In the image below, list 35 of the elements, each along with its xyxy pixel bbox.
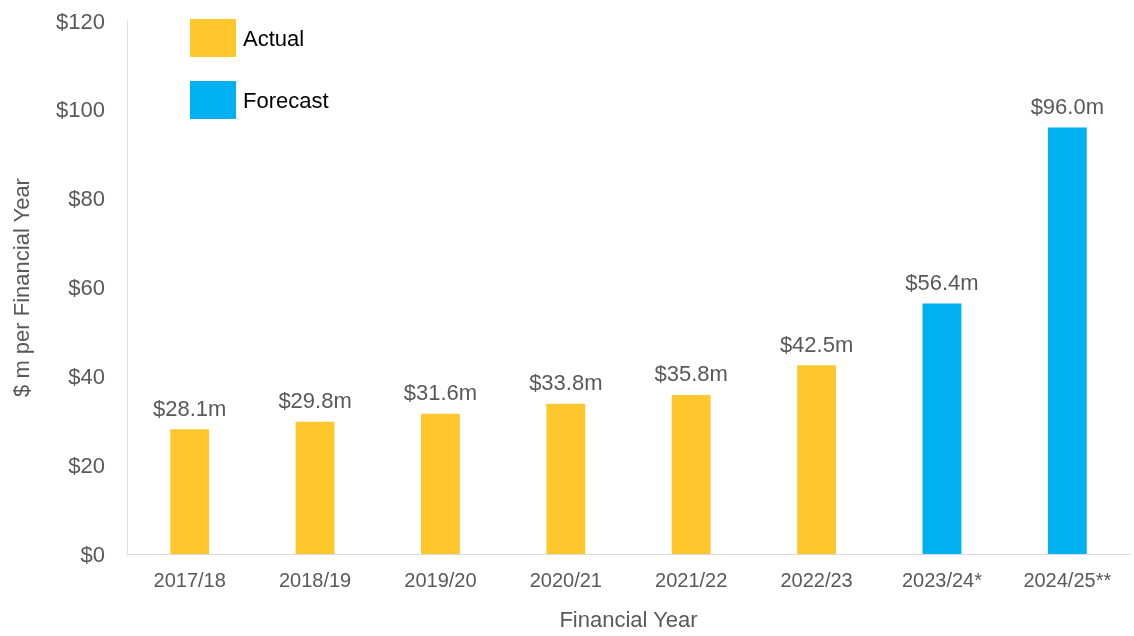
y-axis-title: $ m per Financial Year bbox=[8, 178, 34, 397]
x-axis-title: Financial Year bbox=[559, 606, 698, 632]
x-tick-label: 2020/21 bbox=[529, 569, 602, 591]
y-tick-label: $40 bbox=[68, 363, 105, 389]
bar bbox=[170, 429, 210, 554]
bar bbox=[295, 421, 335, 554]
x-tick-label: 2023/24* bbox=[901, 569, 983, 591]
x-tick-label: 2018/19 bbox=[278, 569, 352, 591]
y-tick-label: $0 bbox=[80, 541, 105, 567]
data-label: $56.4m bbox=[905, 269, 979, 295]
x-tick-label: 2017/18 bbox=[153, 569, 226, 591]
data-label: $33.8m bbox=[529, 370, 603, 396]
data-label: $96.0m bbox=[1030, 94, 1105, 120]
data-label: $42.5m bbox=[779, 331, 854, 357]
data-label: $35.8m bbox=[654, 361, 728, 387]
legend-label: Actual bbox=[243, 25, 305, 51]
y-tick-label: $100 bbox=[56, 97, 105, 123]
y-tick-label: $60 bbox=[68, 275, 105, 300]
bar bbox=[421, 413, 460, 554]
data-label: $31.6m bbox=[403, 380, 478, 406]
data-label: $29.8m bbox=[278, 388, 352, 414]
bar bbox=[671, 394, 711, 554]
y-tick-label: $80 bbox=[68, 186, 105, 212]
y-tick-label: $120 bbox=[56, 8, 105, 34]
bar bbox=[546, 403, 586, 554]
data-label: $28.1m bbox=[152, 395, 227, 421]
legend-label: Forecast bbox=[243, 87, 329, 113]
bar bbox=[1047, 127, 1087, 554]
x-tick-label: 2024/25** bbox=[1023, 569, 1112, 591]
bar bbox=[922, 303, 962, 554]
x-tick-label: 2021/22 bbox=[655, 569, 728, 591]
x-tick-label: 2019/20 bbox=[404, 569, 477, 591]
x-tick-label: 2022/23 bbox=[780, 569, 853, 591]
bar bbox=[797, 365, 836, 554]
y-tick-label: $20 bbox=[68, 452, 105, 478]
